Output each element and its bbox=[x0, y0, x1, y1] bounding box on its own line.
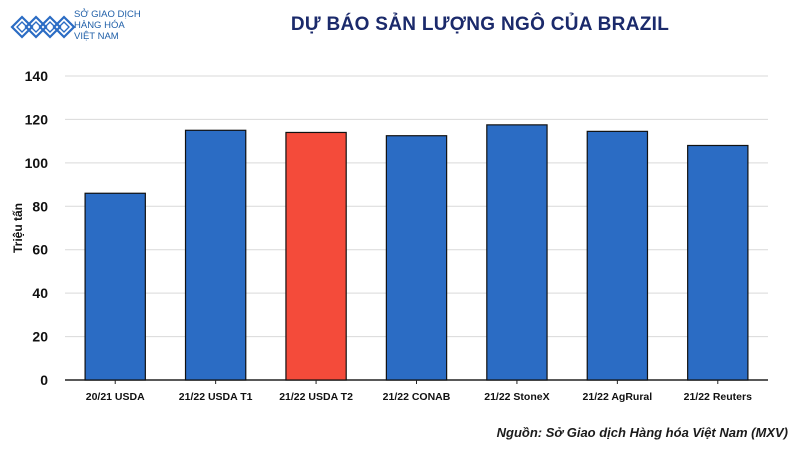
x-tick-label: 21/22 USDA T2 bbox=[279, 391, 353, 403]
bar bbox=[687, 144, 749, 381]
y-tick-label: 140 bbox=[25, 68, 49, 84]
x-tick-label: 21/22 AgRural bbox=[583, 391, 653, 403]
x-tick-label: 21/22 StoneX bbox=[484, 391, 549, 403]
exchange-logo bbox=[10, 15, 76, 39]
bar bbox=[84, 192, 146, 381]
logo-mark-icon bbox=[10, 15, 76, 39]
y-tick-label: 100 bbox=[25, 155, 49, 171]
logo-line-2: HÀNG HÓA bbox=[74, 20, 125, 31]
source-note: Nguồn: Sở Giao dịch Hàng hóa Việt Nam (M… bbox=[496, 425, 788, 440]
y-tick-label: 80 bbox=[32, 198, 48, 214]
x-tick-label: 21/22 Reuters bbox=[684, 391, 752, 403]
y-tick-label: 120 bbox=[25, 111, 49, 127]
bar bbox=[586, 130, 649, 381]
bar bbox=[486, 124, 548, 381]
y-tick-label: 40 bbox=[32, 285, 48, 301]
bar bbox=[385, 135, 448, 381]
x-tick-label: 21/22 USDA T1 bbox=[179, 391, 253, 403]
bar bbox=[184, 129, 247, 381]
logo-line-3: VIỆT NAM bbox=[74, 31, 119, 42]
y-tick-label: 60 bbox=[32, 242, 48, 258]
logo-line-1: SỞ GIAO DỊCH bbox=[74, 9, 141, 20]
y-tick-label: 0 bbox=[40, 372, 48, 388]
y-tick-label: 20 bbox=[32, 329, 48, 345]
y-axis-label: Triệu tấn bbox=[11, 203, 25, 253]
x-tick-label: 20/21 USDA bbox=[86, 391, 145, 403]
bar bbox=[285, 131, 347, 381]
chart-title: DỰ BÁO SẢN LƯỢNG NGÔ CỦA BRAZIL bbox=[290, 14, 670, 35]
x-tick-label: 21/22 CONAB bbox=[383, 391, 451, 403]
logo-text: SỞ GIAO DỊCH HÀNG HÓA VIỆT NAM bbox=[74, 9, 141, 42]
